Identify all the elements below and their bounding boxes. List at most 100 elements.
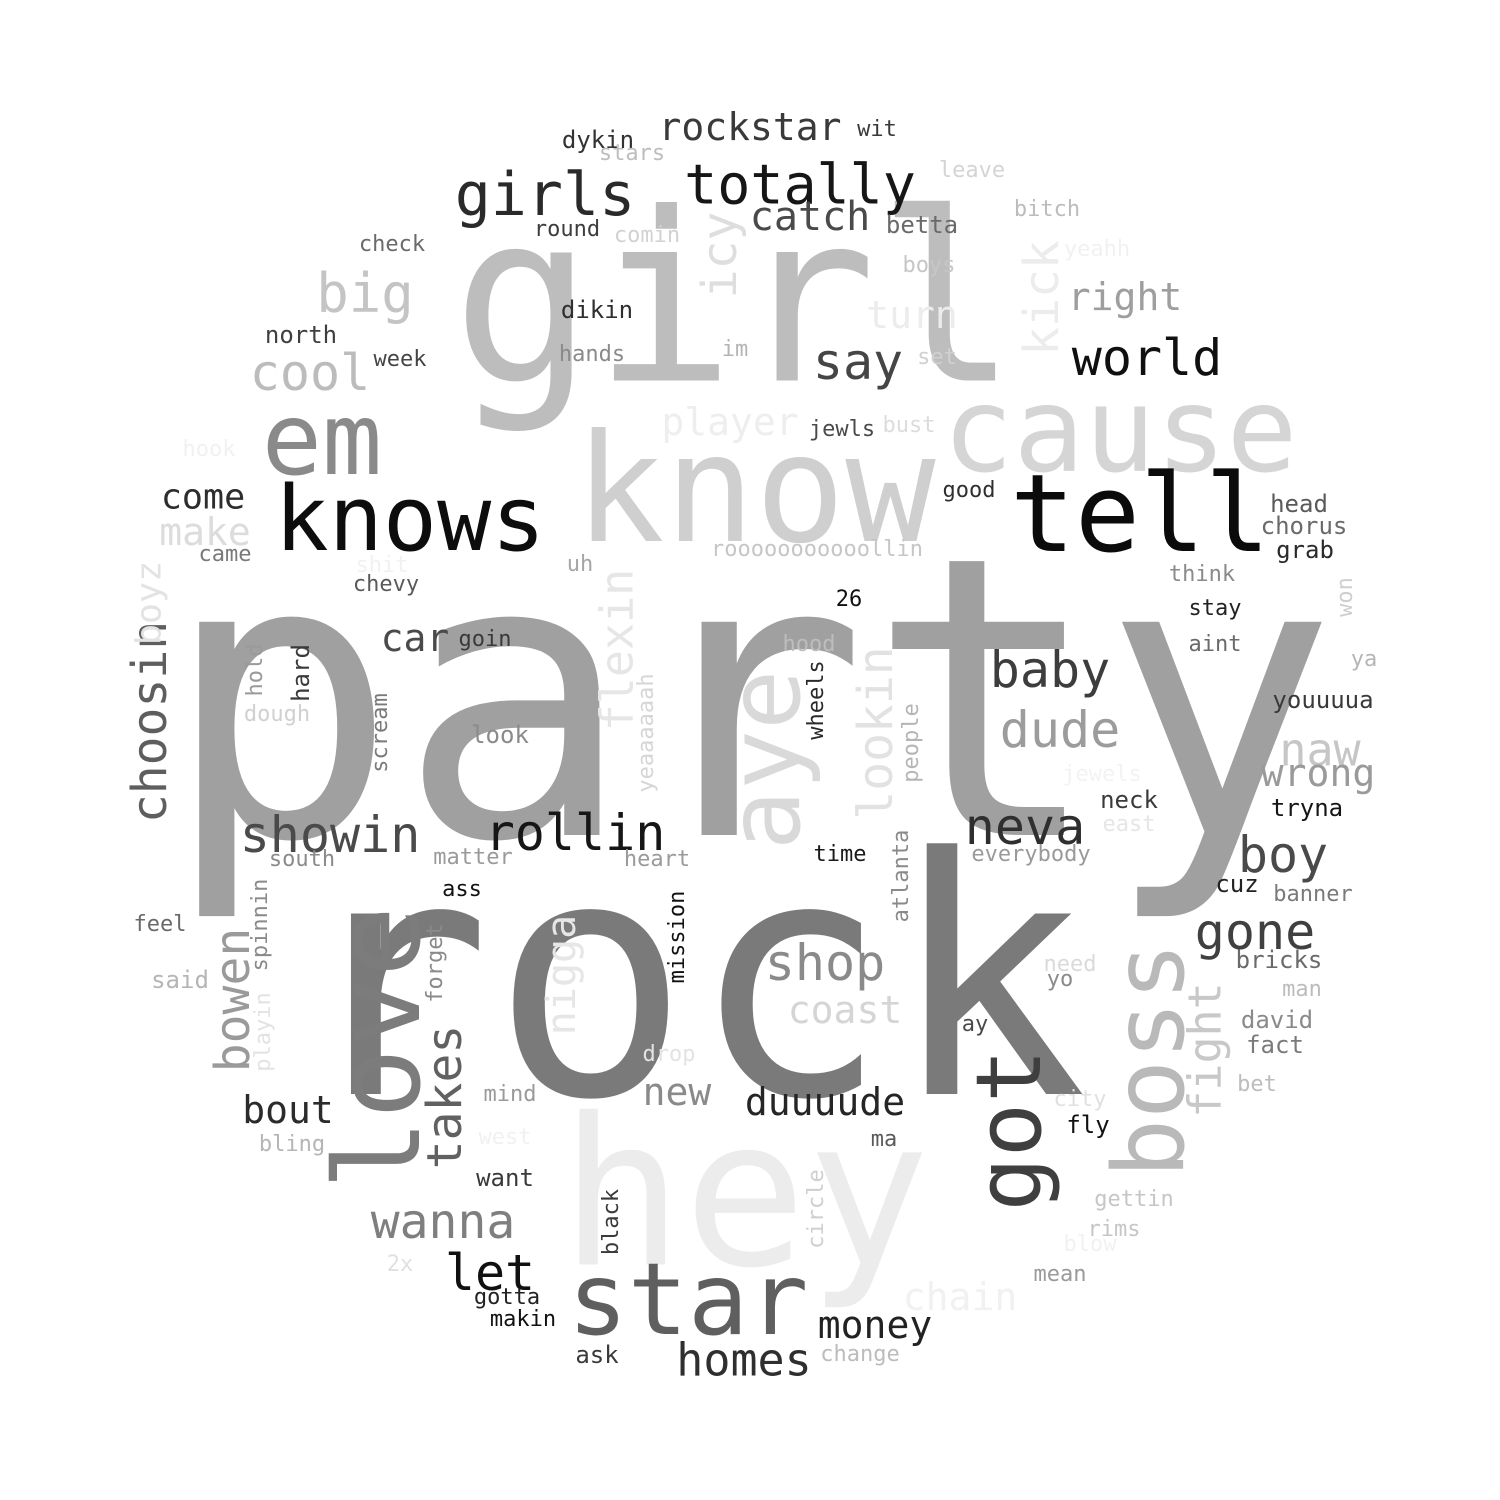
word-chevy: chevy: [352, 572, 420, 597]
word-man: man: [1282, 977, 1322, 1002]
word-world: world: [1071, 329, 1223, 387]
word-fact: fact: [1246, 1031, 1304, 1059]
word-shop: shop: [764, 934, 886, 992]
word-stay: stay: [1188, 596, 1242, 621]
word-turn: turn: [866, 293, 958, 337]
word-need: need: [1043, 952, 1097, 977]
word-rollin: rollin: [484, 804, 666, 862]
word-round: round: [533, 217, 601, 242]
word-good: good: [942, 478, 996, 503]
word-shit: shit: [355, 553, 409, 578]
word-spinnin: spinnin: [248, 878, 273, 972]
word-hold: hold: [243, 643, 268, 697]
word-catch: catch: [749, 194, 871, 240]
word-rockstar: rockstar: [658, 105, 842, 149]
word-bricks: bricks: [1235, 946, 1323, 974]
word-wanna: wanna: [370, 1194, 516, 1250]
word-icy: icy: [692, 211, 748, 299]
word-nigga: nigga: [539, 914, 585, 1036]
word-come: come: [160, 477, 246, 518]
word-boys: boys: [902, 253, 956, 278]
word-fly: fly: [1066, 1111, 1110, 1139]
word-cool: cool: [249, 344, 371, 402]
word-let: let: [444, 1244, 536, 1302]
word-makin: makin: [489, 1307, 557, 1332]
word-cause: cause: [942, 361, 1298, 499]
word-boy: boy: [1237, 826, 1329, 884]
word-hard: hard: [287, 644, 315, 702]
word-lookin: lookin: [848, 646, 904, 820]
word-em: em: [261, 381, 383, 498]
word-change: change: [820, 1342, 900, 1367]
word-tell: tell: [1009, 452, 1271, 577]
word-bling: bling: [258, 1132, 326, 1157]
word-naw: naw: [1279, 723, 1361, 777]
word-jewls: jewls: [808, 417, 876, 442]
word-player: player: [661, 400, 799, 444]
word-circle: circle: [804, 1169, 829, 1249]
word-came: came: [198, 542, 252, 567]
word-people: people: [899, 703, 924, 783]
word-homes: homes: [676, 1333, 812, 1387]
word-takes: takes: [417, 1024, 473, 1170]
word-banner: banner: [1273, 882, 1353, 907]
word-choosin: choosin: [122, 620, 178, 824]
word-blow: blow: [1063, 1232, 1117, 1257]
word-girl: girl: [452, 163, 1018, 437]
word-stars: stars: [598, 141, 666, 166]
word-uh: uh: [566, 552, 594, 577]
word-girls: girls: [454, 160, 636, 230]
word-gone: gone: [1194, 903, 1316, 961]
word-ma: ma: [870, 1127, 898, 1152]
word-won: won: [1333, 577, 1358, 617]
word-coast: coast: [787, 988, 903, 1032]
word-yeahh: yeahh: [1063, 237, 1131, 262]
word-chorus: chorus: [1260, 512, 1348, 540]
word-aye: aye: [706, 669, 823, 851]
word-im: im: [721, 337, 749, 362]
word-feel: feel: [133, 912, 187, 937]
word-look: look: [471, 721, 529, 749]
word-leave: leave: [938, 158, 1006, 183]
word-duuuude: duuuude: [744, 1080, 906, 1124]
word-know: know: [574, 403, 936, 577]
word-baby: baby: [989, 641, 1111, 699]
word-youuuua: youuuua: [1272, 686, 1374, 714]
word-bet: bet: [1237, 1072, 1277, 1097]
word-ya: ya: [1350, 647, 1378, 672]
word-right: right: [1067, 275, 1183, 319]
word-showin: showin: [239, 806, 421, 864]
word-dude: dude: [999, 701, 1121, 759]
word-time: time: [813, 842, 867, 867]
word-heart: heart: [623, 847, 691, 872]
word-dikin: dikin: [560, 296, 634, 324]
word-everybody: everybody: [971, 842, 1091, 867]
word-betta: betta: [885, 211, 959, 239]
word-mean: mean: [1033, 1262, 1087, 1287]
word-aint: aint: [1188, 632, 1242, 657]
word-flexin: flexin: [590, 568, 644, 732]
word-26: 26: [835, 587, 863, 612]
word-dykin: dykin: [561, 126, 635, 154]
word-big: big: [316, 262, 414, 325]
word-check: check: [358, 232, 426, 257]
word-chain: chain: [902, 1275, 1018, 1319]
word-totally: totally: [684, 152, 916, 217]
word-tryna: tryna: [1270, 794, 1344, 822]
word-hook: hook: [182, 437, 236, 462]
word-goin: goin: [458, 627, 512, 652]
word-comin: comin: [613, 223, 681, 248]
word-kick: kick: [1014, 240, 1070, 356]
word-head: head: [1270, 490, 1328, 518]
word-wheels: wheels: [804, 660, 829, 740]
word-knows: knows: [274, 467, 546, 572]
word-hands: hands: [558, 342, 626, 367]
word-fight: fight: [1178, 982, 1232, 1118]
word-said: said: [151, 966, 209, 994]
word-wrong: wrong: [1260, 751, 1376, 795]
word-forget: forget: [423, 923, 448, 1003]
word-yeaaaaaah: yeaaaaaah: [634, 673, 659, 793]
word-gettin: gettin: [1094, 1187, 1174, 1212]
word-2x: 2x: [386, 1252, 414, 1277]
